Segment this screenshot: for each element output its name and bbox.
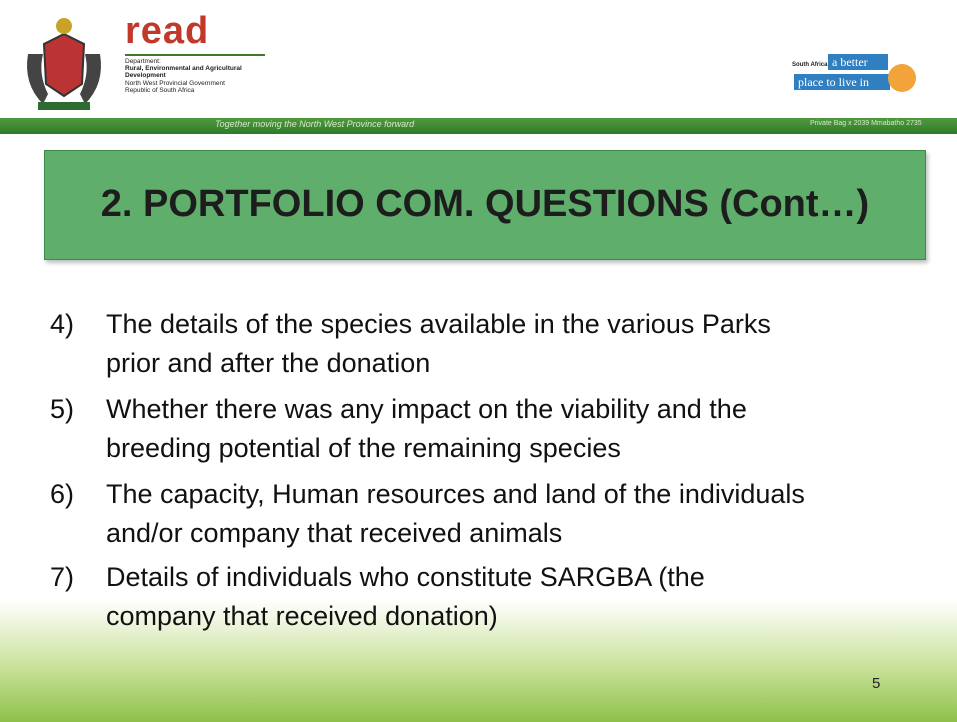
item-number: 7) <box>50 558 106 597</box>
item-number: 6) <box>50 475 106 514</box>
item-text: breeding potential of the remaining spec… <box>106 433 621 463</box>
question-item: 4)The details of the species available i… <box>50 305 771 383</box>
item-number: 5) <box>50 390 106 429</box>
slide-title: 2. PORTFOLIO COM. QUESTIONS (Cont…) <box>45 183 925 226</box>
item-line: 7)Details of individuals who constitute … <box>50 558 705 597</box>
item-text: The capacity, Human resources and land o… <box>106 479 805 509</box>
slogan-line: place to live in <box>798 75 869 89</box>
item-text: Whether there was any impact on the viab… <box>106 394 747 424</box>
item-text: Details of individuals who constitute SA… <box>106 562 705 592</box>
page-number: 5 <box>872 675 880 692</box>
question-item: 6)The capacity, Human resources and land… <box>50 475 805 553</box>
item-text: and/or company that received animals <box>106 518 562 548</box>
dept-name: Development <box>125 72 166 79</box>
item-line: company that received donation) <box>50 597 705 636</box>
item-text: The details of the species available in … <box>106 309 771 339</box>
question-item: 7)Details of individuals who constitute … <box>50 558 705 636</box>
item-line: prior and after the donation <box>50 344 771 383</box>
slogan-logo: South Africa a better place to live in <box>790 42 920 102</box>
item-text: company that received donation) <box>106 601 498 631</box>
logo-text: read <box>125 10 209 53</box>
item-line: 4)The details of the species available i… <box>50 305 771 344</box>
dept-label: Department: <box>125 58 161 65</box>
item-number: 4) <box>50 305 106 344</box>
country: Republic of South Africa <box>125 87 194 94</box>
address: Private Bag x 2039 Mmabatho 2735 <box>810 120 922 127</box>
item-line: and/or company that received animals <box>50 514 805 553</box>
item-text: prior and after the donation <box>106 348 430 378</box>
title-box: 2. PORTFOLIO COM. QUESTIONS (Cont…) <box>44 150 926 260</box>
tagline: Together moving the North West Province … <box>215 119 414 129</box>
slogan-line: a better <box>832 55 868 69</box>
slogan-country: South Africa <box>792 62 828 68</box>
logo-rule <box>125 54 265 56</box>
item-line: 6)The capacity, Human resources and land… <box>50 475 805 514</box>
dept-name: Rural, Environmental and Agricultural <box>125 65 242 72</box>
item-line: breeding potential of the remaining spec… <box>50 429 747 468</box>
coat-of-arms <box>18 14 110 114</box>
question-item: 5)Whether there was any impact on the vi… <box>50 390 747 468</box>
slide: read Department: Rural, Environmental an… <box>0 0 957 722</box>
government: North West Provincial Government <box>125 80 225 87</box>
item-line: 5)Whether there was any impact on the vi… <box>50 390 747 429</box>
